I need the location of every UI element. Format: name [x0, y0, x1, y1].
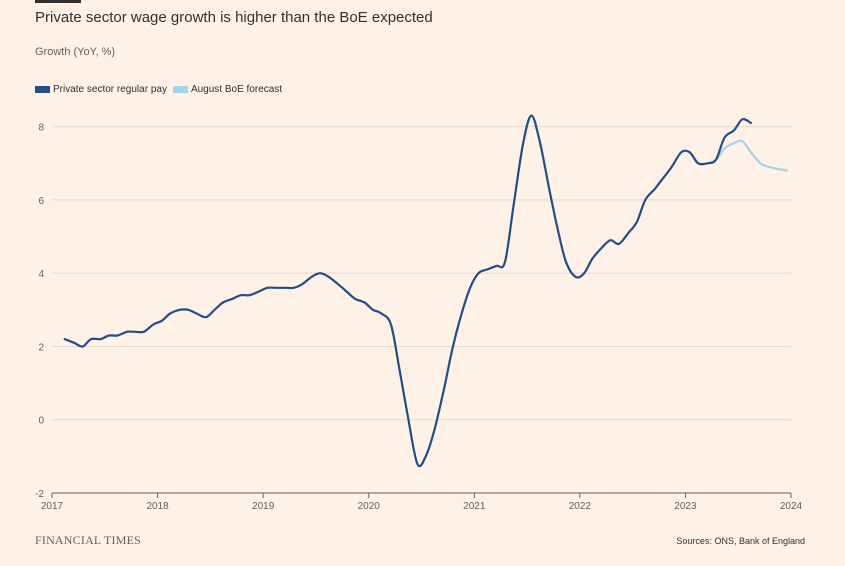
x-tick-label: 2020: [358, 501, 381, 512]
legend-item-private-pay: Private sector regular pay: [35, 84, 167, 95]
chart-subtitle: Growth (YoY, %): [35, 46, 116, 58]
y-tick-label: 4: [38, 269, 44, 280]
ft-brand-logo: FINANCIAL TIMES: [35, 533, 142, 547]
top-accent-bar: [35, 0, 81, 3]
legend-label-private-pay: Private sector regular pay: [53, 84, 167, 95]
x-tick-label: 2021: [463, 501, 486, 512]
y-tick-label: -2: [35, 489, 44, 500]
legend-swatch-private-pay: [35, 86, 50, 93]
x-tick-label: 2018: [146, 501, 169, 512]
x-tick-label: 2017: [41, 501, 64, 512]
y-tick-label: 2: [38, 342, 44, 353]
y-tick-label: 0: [38, 416, 44, 427]
x-tick-label: 2023: [674, 501, 697, 512]
y-tick-label: 6: [38, 196, 44, 207]
x-tick-label: 2024: [780, 501, 803, 512]
x-tick-label: 2019: [252, 501, 275, 512]
source-note: Sources: ONS, Bank of England: [676, 536, 805, 546]
series-line-private-pay: [63, 114, 752, 468]
legend-swatch-boe-forecast: [172, 86, 188, 93]
chart-title: Private sector wage growth is higher tha…: [35, 9, 433, 26]
y-tick-label: 8: [38, 123, 44, 134]
series-line-boe-forecast: [706, 139, 788, 172]
legend: Private sector regular pay August BoE fo…: [35, 84, 288, 95]
legend-label-boe-forecast: August BoE forecast: [190, 84, 283, 95]
legend-item-boe-forecast: August BoE forecast: [172, 84, 283, 95]
x-tick-label: 2022: [569, 501, 592, 512]
